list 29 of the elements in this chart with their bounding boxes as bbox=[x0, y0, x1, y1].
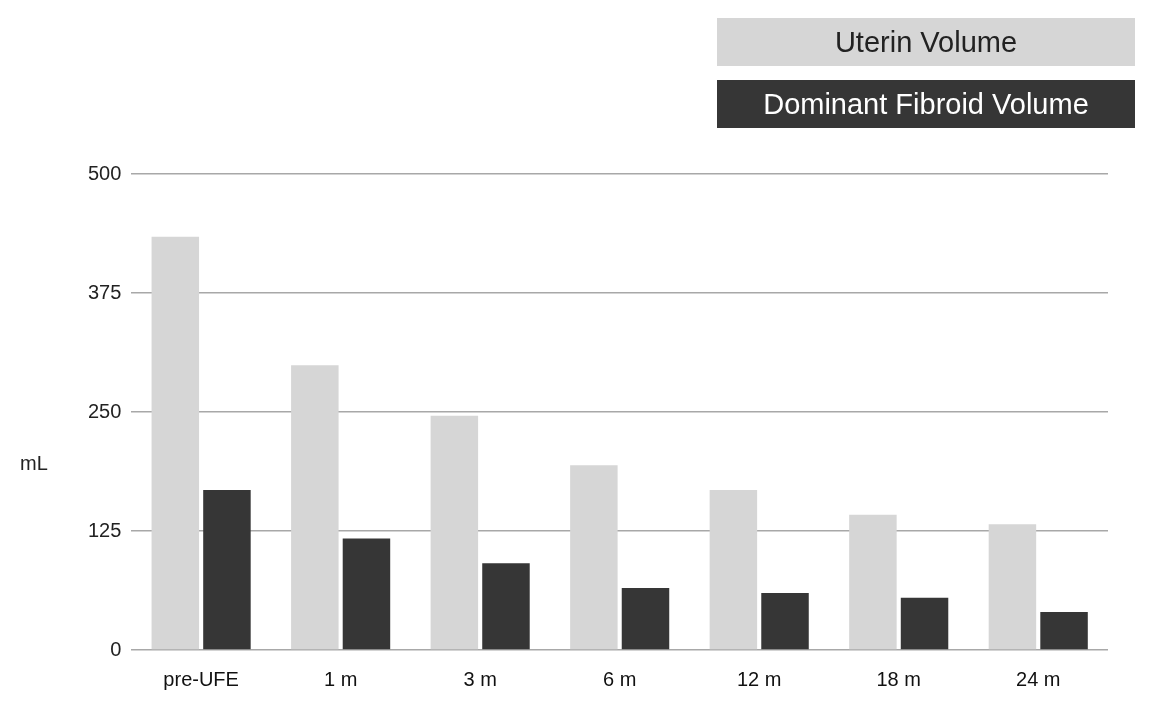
x-tick-label: 3 m bbox=[463, 667, 497, 690]
y-tick-label: 0 bbox=[110, 637, 122, 660]
y-tick-label: 250 bbox=[87, 399, 122, 422]
bar bbox=[621, 588, 670, 650]
y-axis-title: mL bbox=[20, 451, 48, 474]
x-tick-label: 18 m bbox=[876, 667, 921, 690]
bar bbox=[203, 490, 251, 650]
x-tick-label: 12 m bbox=[736, 667, 782, 690]
bar bbox=[988, 524, 1037, 650]
bar bbox=[1040, 611, 1088, 650]
text: Uterin Volume bbox=[717, 18, 1135, 66]
bar bbox=[482, 563, 530, 650]
bar bbox=[430, 415, 479, 650]
y-tick-label: 125 bbox=[87, 518, 122, 541]
bar bbox=[849, 514, 897, 650]
bar bbox=[709, 490, 758, 650]
x-tick-label: 1 m bbox=[323, 667, 358, 690]
y-tick-label: 500 bbox=[87, 161, 122, 184]
bar bbox=[761, 592, 809, 650]
bar bbox=[151, 236, 200, 650]
bar bbox=[342, 538, 391, 650]
x-tick-label: 6 m bbox=[603, 667, 637, 690]
y-tick-label: 375 bbox=[87, 280, 122, 303]
x-tick-label: 24 m bbox=[1016, 667, 1061, 690]
bar bbox=[291, 365, 339, 650]
text: Dominant Fibroid Volume bbox=[717, 80, 1135, 128]
bar bbox=[570, 465, 618, 650]
x-tick-label: pre-UFE bbox=[163, 667, 239, 690]
bar bbox=[900, 597, 949, 650]
